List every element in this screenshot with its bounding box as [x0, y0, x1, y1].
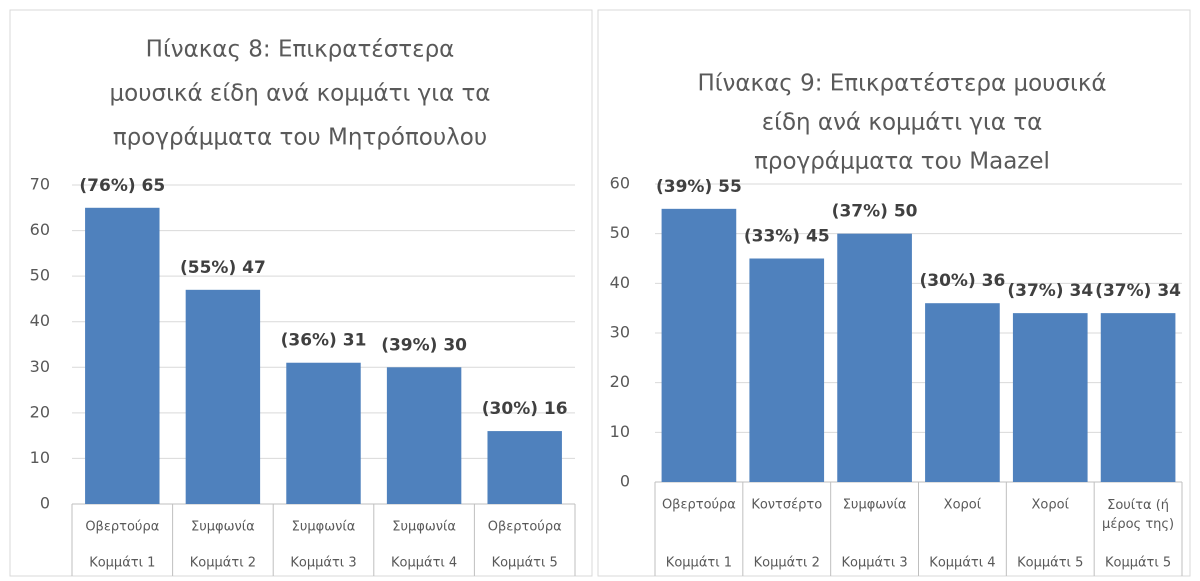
bar — [85, 207, 160, 505]
y-tick-label: 70 — [30, 175, 50, 194]
y-tick-label: 60 — [610, 174, 630, 193]
data-label: (37%) 34 — [1007, 281, 1093, 301]
x-tick-label: Κοντσέρτο — [751, 498, 822, 513]
x-group-label: Κομμάτι 4 — [929, 556, 995, 571]
chart-title: μουσικά είδη ανά κομμάτι για τα — [110, 81, 491, 107]
y-tick-label: 40 — [610, 273, 630, 292]
x-group-label: Κομμάτι 3 — [290, 556, 356, 571]
y-tick-label: 50 — [610, 223, 630, 242]
x-tick-label: Χοροί — [1032, 498, 1070, 513]
bar — [661, 208, 737, 483]
data-label: (39%) 55 — [656, 177, 742, 197]
x-group-label: Κομμάτι 2 — [754, 556, 820, 571]
bar — [185, 289, 261, 504]
y-tick-label: 10 — [30, 448, 50, 467]
x-group-label: Κομμάτι 1 — [89, 556, 155, 571]
x-group-label: Κομμάτι 5 — [1017, 556, 1083, 571]
bar — [925, 303, 1000, 482]
chart-title: προγράμματα του Μητρόπουλου — [113, 125, 487, 151]
data-label: (39%) 30 — [381, 335, 467, 355]
x-group-label: Κομμάτι 2 — [190, 556, 256, 571]
x-tick-label: Συμφωνία — [191, 520, 255, 535]
data-label: (55%) 47 — [180, 258, 266, 278]
data-label: (30%) 36 — [920, 271, 1006, 291]
y-tick-label: 30 — [610, 323, 630, 342]
chart-title: είδη ανά κομμάτι για τα — [762, 110, 1043, 136]
x-group-label: Κομμάτι 3 — [841, 556, 907, 571]
x-tick-label: Οβερτούρα — [85, 520, 159, 535]
bar — [386, 367, 462, 504]
bar — [1100, 313, 1176, 482]
bar — [286, 362, 361, 504]
data-label: (37%) 50 — [832, 202, 918, 222]
data-label: (37%) 34 — [1095, 281, 1181, 301]
x-tick-label: Σουίτα (ή μέρος της) — [1102, 498, 1174, 532]
panel-frame — [597, 9, 1191, 577]
y-tick-label: 50 — [30, 266, 50, 285]
x-tick-label: Συμφωνία — [843, 498, 907, 513]
bar — [1012, 313, 1088, 482]
x-group-label: Κομμάτι 4 — [391, 556, 457, 571]
x-tick-label: Οβερτούρα — [662, 498, 736, 513]
x-tick-label: Οβερτούρα — [488, 520, 562, 535]
bar — [749, 258, 825, 482]
x-group-label: Κομμάτι 5 — [492, 556, 558, 571]
x-tick-label: Συμφωνία — [392, 520, 456, 535]
bar — [487, 431, 562, 504]
y-tick-label: 0 — [40, 494, 50, 513]
x-tick-label: Συμφωνία — [292, 520, 356, 535]
x-tick-label: Χοροί — [944, 498, 982, 513]
y-tick-label: 60 — [30, 220, 50, 239]
y-tick-label: 20 — [610, 372, 630, 391]
bar — [837, 233, 912, 482]
y-tick-label: 40 — [30, 311, 50, 330]
panel-frame — [9, 9, 593, 577]
y-tick-label: 30 — [30, 357, 50, 376]
data-label: (76%) 65 — [79, 176, 165, 196]
y-tick-label: 20 — [30, 402, 50, 421]
x-group-label: Κομμάτι 5 — [1105, 556, 1171, 571]
chart-title: Πίνακας 8: Επικρατέστερα — [146, 37, 455, 63]
data-label: (30%) 16 — [482, 399, 568, 419]
y-tick-label: 0 — [620, 472, 630, 491]
x-group-label: Κομμάτι 1 — [666, 556, 732, 571]
data-label: (33%) 45 — [744, 227, 830, 247]
y-tick-label: 10 — [610, 422, 630, 441]
chart-title: Πίνακας 9: Επικρατέστερα μουσικά — [697, 71, 1106, 97]
data-label: (36%) 31 — [281, 331, 367, 351]
chart-title: προγράμματα του Maazel — [754, 149, 1050, 175]
